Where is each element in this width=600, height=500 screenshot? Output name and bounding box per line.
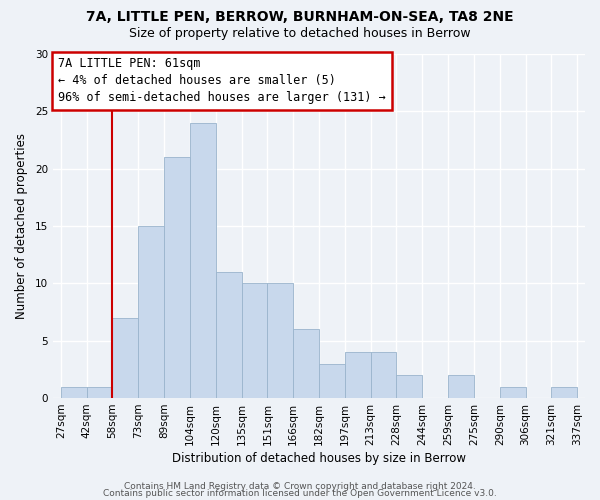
Y-axis label: Number of detached properties: Number of detached properties (15, 133, 28, 319)
Bar (319, 364, 345, 398)
Bar (293, 330, 319, 398)
Text: 7A LITTLE PEN: 61sqm
← 4% of detached houses are smaller (5)
96% of semi-detache: 7A LITTLE PEN: 61sqm ← 4% of detached ho… (58, 58, 386, 104)
Bar (242, 284, 268, 398)
Bar (371, 352, 397, 398)
Bar (448, 375, 474, 398)
Bar (86, 386, 112, 398)
Bar (216, 272, 242, 398)
Text: Contains public sector information licensed under the Open Government Licence v3: Contains public sector information licen… (103, 490, 497, 498)
X-axis label: Distribution of detached houses by size in Berrow: Distribution of detached houses by size … (172, 452, 466, 465)
Bar (500, 386, 526, 398)
Bar (268, 284, 293, 398)
Text: Size of property relative to detached houses in Berrow: Size of property relative to detached ho… (129, 28, 471, 40)
Bar (112, 318, 138, 398)
Bar (190, 123, 216, 398)
Bar (345, 352, 371, 398)
Text: Contains HM Land Registry data © Crown copyright and database right 2024.: Contains HM Land Registry data © Crown c… (124, 482, 476, 491)
Bar (397, 375, 422, 398)
Bar (164, 157, 190, 398)
Bar (61, 386, 86, 398)
Text: 7A, LITTLE PEN, BERROW, BURNHAM-ON-SEA, TA8 2NE: 7A, LITTLE PEN, BERROW, BURNHAM-ON-SEA, … (86, 10, 514, 24)
Bar (551, 386, 577, 398)
Bar (138, 226, 164, 398)
